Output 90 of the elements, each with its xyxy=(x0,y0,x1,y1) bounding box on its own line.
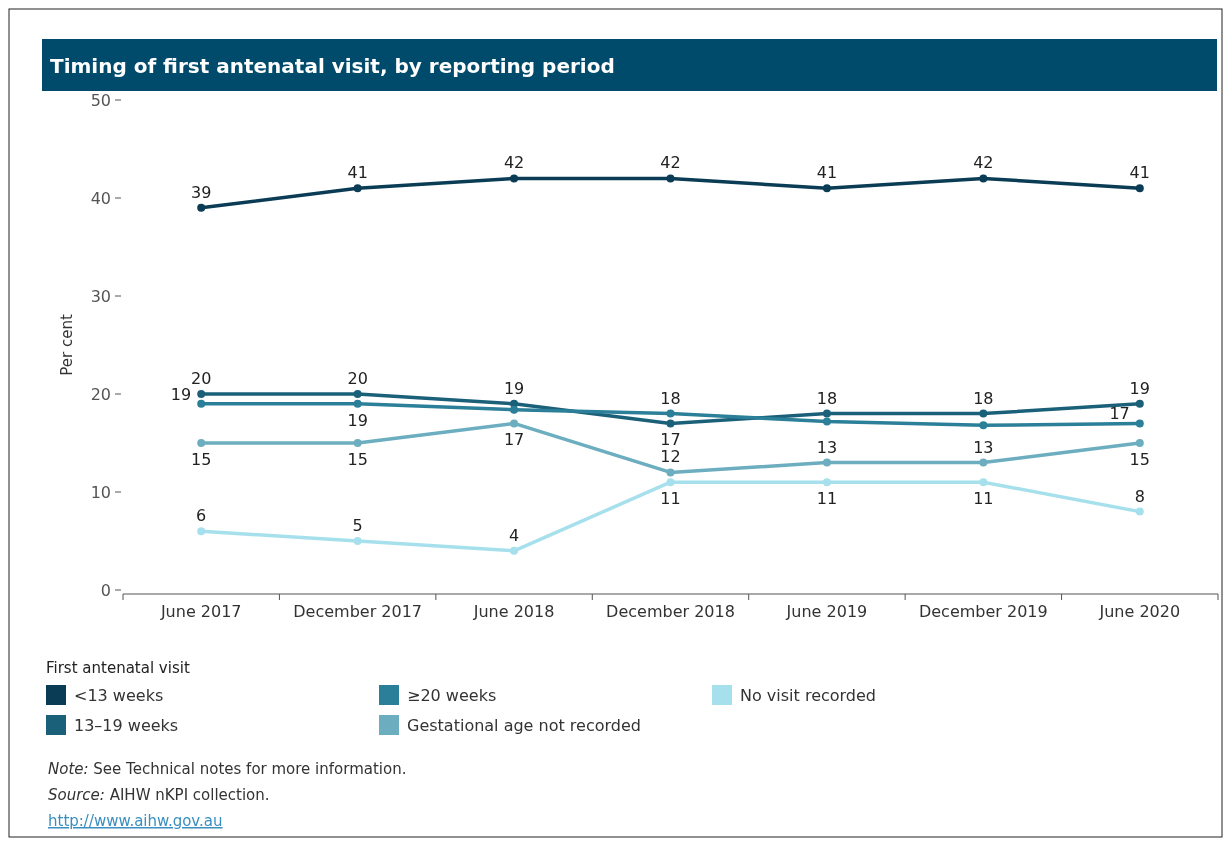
data-label: 20 xyxy=(191,369,212,388)
source-note: Source: AIHW nKPI collection. xyxy=(48,786,270,804)
point xyxy=(510,419,519,428)
legend-label: <13 weeks xyxy=(74,686,164,705)
x-tick-label: June 2020 xyxy=(1098,602,1181,621)
point xyxy=(510,174,519,183)
y-tick-label: 30 xyxy=(90,287,111,306)
point xyxy=(1135,184,1144,193)
point xyxy=(197,399,206,408)
data-label: 5 xyxy=(352,516,363,535)
data-label: 17 xyxy=(1109,404,1130,424)
point xyxy=(197,527,206,536)
data-label: 18 xyxy=(816,388,838,408)
y-tick-label: 0 xyxy=(100,581,111,600)
point xyxy=(197,439,206,447)
y-tick-label: 20 xyxy=(90,385,111,404)
x-tick-label: June 2018 xyxy=(472,602,555,621)
point xyxy=(1135,399,1144,408)
point xyxy=(353,439,362,447)
point xyxy=(979,421,988,430)
data-label: 11 xyxy=(816,489,838,509)
x-tick-label: June 2017 xyxy=(159,602,242,621)
point xyxy=(979,174,988,183)
data-label: 11 xyxy=(973,489,994,509)
data-label: 18 xyxy=(973,388,994,408)
y-tick-label: 40 xyxy=(90,189,111,208)
point xyxy=(666,468,675,477)
data-label: 20 xyxy=(347,369,368,388)
point xyxy=(1135,439,1144,447)
point xyxy=(510,546,519,555)
x-tick-label: December 2019 xyxy=(918,602,1048,621)
data-label: 42 xyxy=(973,153,994,173)
legend-label: No visit recorded xyxy=(740,686,877,705)
point xyxy=(822,478,831,487)
y-axis-title: Per cent xyxy=(58,314,76,376)
text: Note: See Technical notes for more information. xyxy=(48,760,407,778)
legend-label: 13–19 weeks xyxy=(74,716,179,735)
data-label: 39 xyxy=(191,182,212,202)
point xyxy=(979,478,988,487)
point xyxy=(822,184,831,193)
data-label: 13 xyxy=(973,437,994,457)
data-label: 8 xyxy=(1134,486,1145,506)
data-label: 6 xyxy=(196,506,207,526)
x-tick-label: June 2019 xyxy=(785,602,868,621)
data-label: 41 xyxy=(1129,163,1150,183)
point xyxy=(666,478,675,487)
x-tick-label: December 2018 xyxy=(606,602,735,621)
data-label: 42 xyxy=(660,153,681,173)
data-label: 19 xyxy=(170,384,192,404)
data-label: 11 xyxy=(660,489,681,509)
point xyxy=(353,537,362,545)
point xyxy=(822,409,831,418)
data-label: 17 xyxy=(503,430,525,450)
point xyxy=(666,174,675,183)
legend-title: First antenatal visit xyxy=(46,659,190,677)
data-label: 17 xyxy=(660,430,681,450)
chart-title: Timing of first antenatal visit, by reporting period xyxy=(50,54,615,78)
data-label: 19 xyxy=(347,410,368,430)
point xyxy=(353,184,362,193)
data-label: 19 xyxy=(503,378,525,398)
data-label: 4 xyxy=(508,525,520,545)
x-tick-label: December 2017 xyxy=(293,602,423,621)
point xyxy=(979,409,988,418)
point xyxy=(197,203,206,212)
point xyxy=(353,390,362,398)
data-label: 42 xyxy=(503,153,525,173)
point xyxy=(197,390,206,398)
data-label: 41 xyxy=(347,163,368,183)
data-label: 19 xyxy=(1129,378,1150,398)
y-tick-label: 10 xyxy=(90,483,111,502)
point xyxy=(510,405,519,414)
point xyxy=(666,419,675,428)
point xyxy=(353,399,362,408)
data-label: 15 xyxy=(1129,450,1150,469)
text: http://www.aihw.gov.au xyxy=(48,812,223,830)
point xyxy=(1135,419,1144,428)
point xyxy=(822,417,831,426)
point xyxy=(666,409,675,418)
legend-label: ≥20 weeks xyxy=(407,686,497,705)
y-tick-label: 50 xyxy=(90,91,111,110)
point xyxy=(1135,507,1144,516)
point xyxy=(979,458,988,467)
data-label: 12 xyxy=(660,447,681,467)
point xyxy=(822,458,831,467)
data-label: 15 xyxy=(347,450,368,469)
data-label: 15 xyxy=(191,450,212,469)
legend-label: Gestational age not recorded xyxy=(407,716,641,735)
data-label: 41 xyxy=(816,163,838,183)
data-label: 18 xyxy=(660,388,681,408)
data-label: 13 xyxy=(816,437,838,457)
